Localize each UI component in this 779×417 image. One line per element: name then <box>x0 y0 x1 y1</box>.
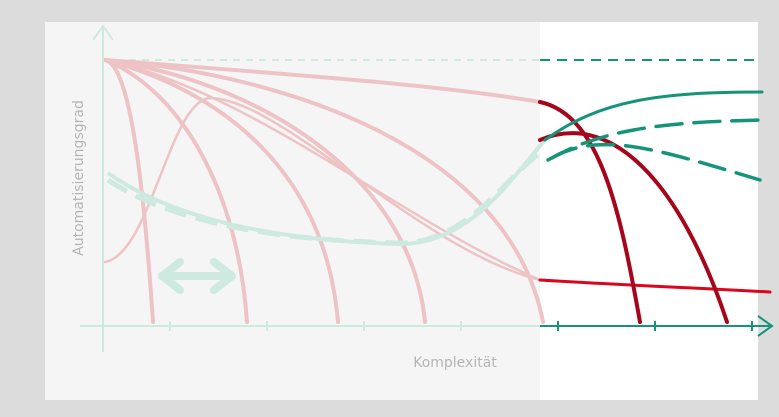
curve-bright-red <box>538 278 772 294</box>
curve-faded-2 <box>103 58 249 324</box>
curve-faded-thin-1 <box>103 58 542 282</box>
x-axis-label: Komplexität <box>413 355 497 371</box>
x-axis-highlight <box>540 315 774 337</box>
curve-faded-5 <box>103 58 545 324</box>
curve-faded-4 <box>103 58 427 324</box>
highlight-panel <box>540 22 758 400</box>
faded-panel <box>45 22 540 400</box>
double-arrow-icon <box>158 258 236 294</box>
curve-faded-green <box>106 138 547 247</box>
curve-faded-thin-2 <box>103 96 542 282</box>
curve-dark-red-2 <box>538 131 729 324</box>
curve-dark-red-1 <box>538 100 642 324</box>
curve-faded-6 <box>103 58 542 104</box>
faded-red-curves <box>103 58 545 324</box>
highlight-curves <box>538 90 772 324</box>
y-axis-label: Automatisierungsgrad <box>71 100 87 256</box>
curve-green-solid <box>543 90 764 142</box>
y-axis <box>92 24 114 352</box>
curve-green-dashed-lower <box>550 142 762 182</box>
curve-faded-1 <box>103 58 155 324</box>
x-axis-faded <box>80 321 540 331</box>
curve-faded-3 <box>103 58 340 324</box>
